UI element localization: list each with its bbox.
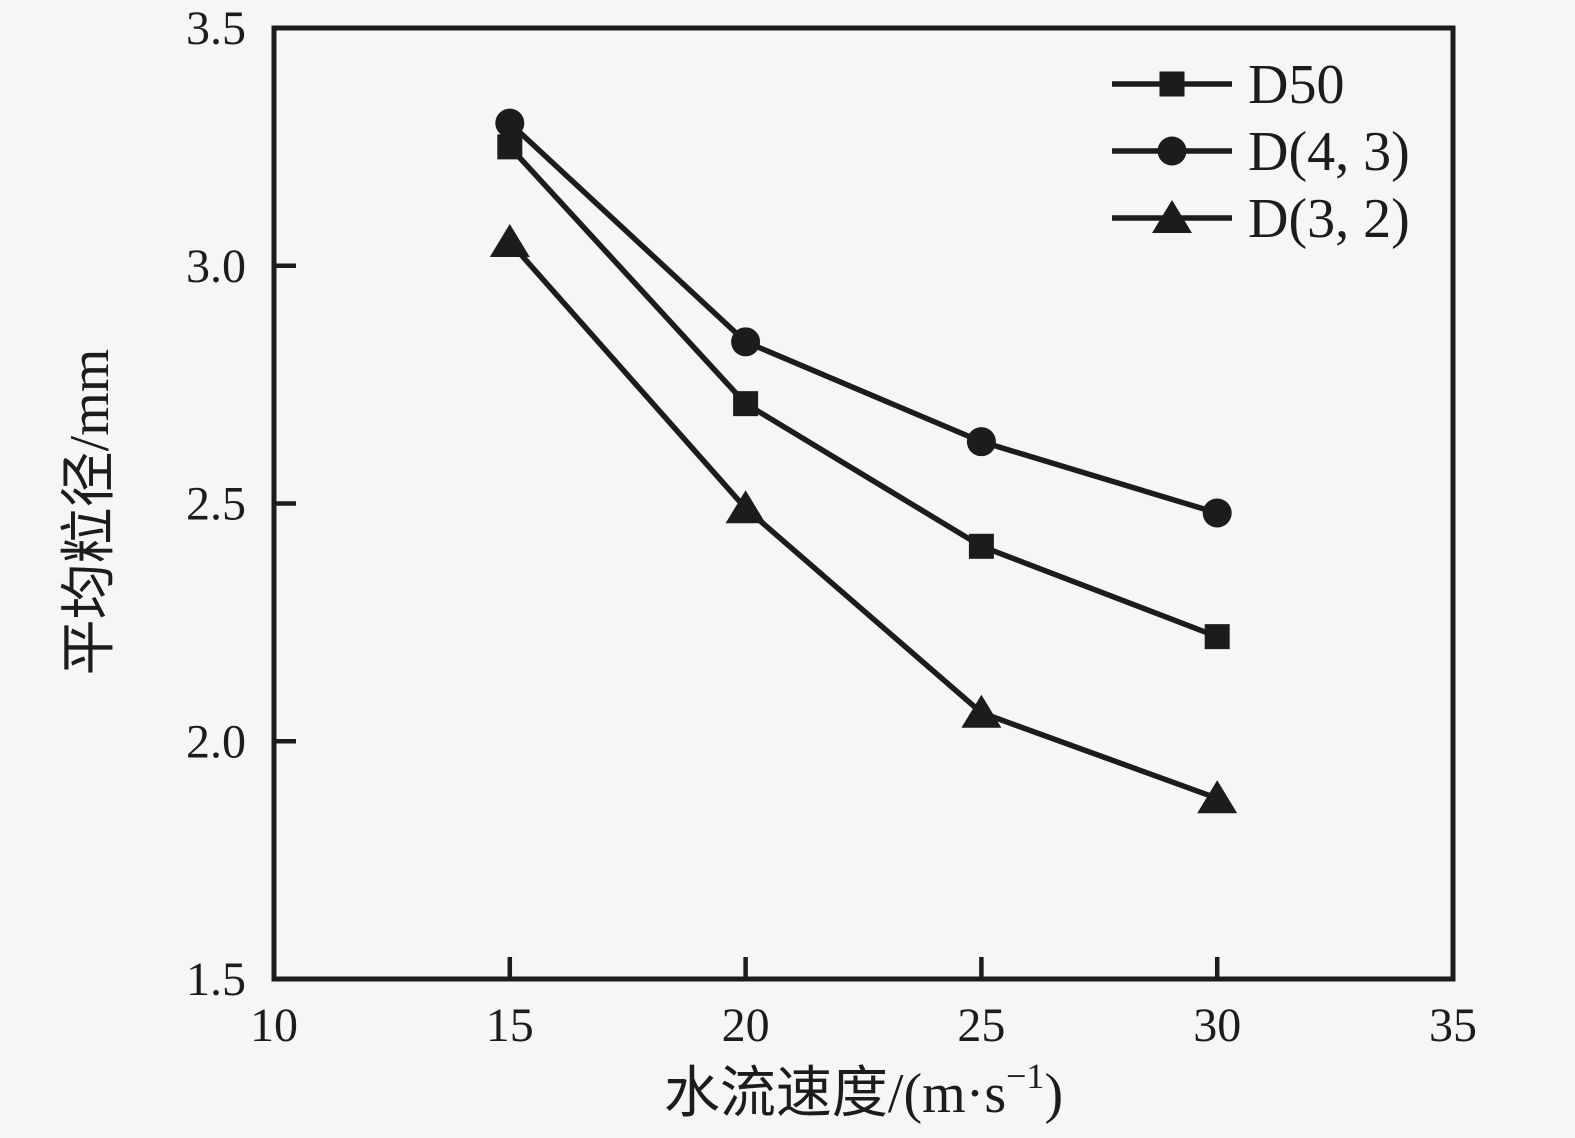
series-1-circle-marker-1	[731, 327, 761, 357]
y-tick-label-1.5: 1.5	[186, 953, 246, 1006]
series-line-1	[507, 121, 1218, 516]
series-0-square-marker-0	[497, 134, 523, 160]
legend-square-marker	[1159, 71, 1185, 97]
x-tick-label-35: 35	[1429, 999, 1477, 1052]
series-1-circle-marker-2	[966, 427, 996, 457]
series-2-triangle-marker-2	[961, 694, 1002, 728]
x-axis-label: 水流速度/(m·s−1)	[664, 1056, 1063, 1125]
legend-circle-marker	[1157, 136, 1187, 166]
legend-label-1: D(4, 3)	[1248, 121, 1410, 183]
series-1-circle-marker-3	[1202, 498, 1232, 528]
x-tick-label-10: 10	[250, 999, 298, 1052]
y-tick-label-2: 2.0	[186, 715, 246, 768]
y-tick-label-2.5: 2.5	[186, 478, 246, 531]
series-1	[495, 108, 1232, 528]
legend-label-2: D(3, 2)	[1248, 188, 1410, 250]
series-2	[489, 223, 1238, 814]
y-tick-label-3: 3.0	[186, 240, 246, 293]
series-2-triangle-marker-3	[1197, 780, 1238, 814]
series-2-triangle-marker-1	[725, 490, 766, 524]
plot-frame	[271, 25, 1456, 982]
series-1-circle-marker-0	[495, 108, 525, 138]
legend-label-0: D50	[1248, 54, 1344, 116]
series-0-square-marker-3	[1204, 624, 1230, 650]
x-tick-label-30: 30	[1193, 999, 1241, 1052]
legend-item-1: D(4, 3)	[1112, 121, 1410, 183]
series-0-square-marker-2	[968, 533, 994, 559]
series-2-triangle-marker-0	[489, 223, 530, 257]
series-line-0	[507, 145, 1219, 640]
y-tick-label-3.5: 3.5	[186, 2, 246, 55]
x-axis-label-close: )	[1044, 1063, 1063, 1125]
series-0-square-marker-1	[733, 391, 759, 417]
legend-item-0: D50	[1112, 54, 1344, 116]
series-0	[497, 134, 1230, 650]
y-axis-label: 平均粒径/mm	[59, 349, 121, 676]
x-tick-label-15: 15	[486, 999, 534, 1052]
series-line-2	[507, 240, 1219, 801]
x-tick-label-20: 20	[722, 999, 770, 1052]
legend-item-2: D(3, 2)	[1112, 188, 1410, 250]
x-tick-label-25: 25	[957, 999, 1005, 1052]
x-axis-label-superscript: −1	[1006, 1056, 1044, 1096]
legend-triangle-marker	[1152, 200, 1192, 233]
x-axis-label-main: 水流速度/(m·s	[664, 1063, 1006, 1125]
